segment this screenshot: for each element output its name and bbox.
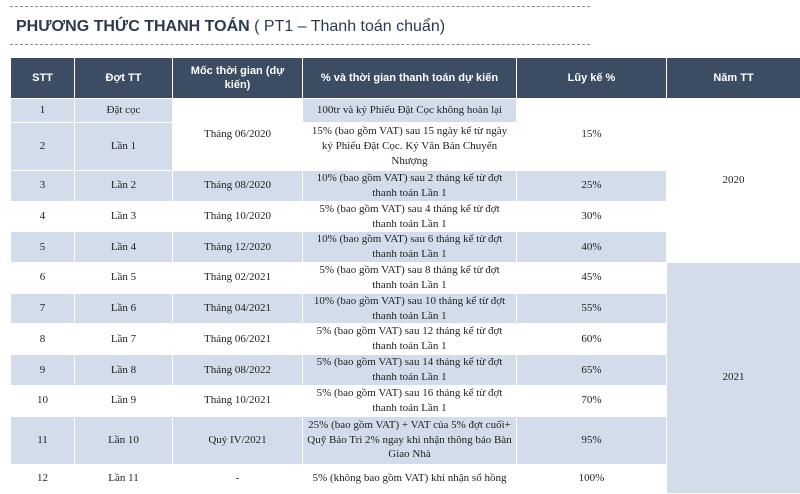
cell-stt: 2 xyxy=(11,123,75,171)
table-header-row: STT Đợt TT Mốc thời gian (dự kiến) % và … xyxy=(11,58,800,99)
header-luyke: Lũy kế % xyxy=(517,58,667,99)
cell-moc: Tháng 02/2021 xyxy=(173,263,303,294)
payment-schedule-table: STT Đợt TT Mốc thời gian (dự kiến) % và … xyxy=(10,57,800,494)
cell-pct: 10% (bao gồm VAT) sau 2 tháng kể từ đợt … xyxy=(303,171,517,202)
cell-dot: Lần 10 xyxy=(75,416,173,464)
cell-stt: 4 xyxy=(11,201,75,232)
cell-moc: Quý IV/2021 xyxy=(173,416,303,464)
cell-stt: 8 xyxy=(11,324,75,355)
cell-luyke: 70% xyxy=(517,385,667,416)
cell-dot: Lần 7 xyxy=(75,324,173,355)
cell-pct: 5% (bao gồm VAT) sau 16 tháng kể từ đợt … xyxy=(303,385,517,416)
cell-pct: 10% (bao gồm VAT) sau 10 tháng kể từ đợt… xyxy=(303,293,517,324)
cell-pct: 5% (bao gồm VAT) sau 4 tháng kể từ đợt t… xyxy=(303,201,517,232)
cell-pct: 5% (bao gồm VAT) sau 12 tháng kể từ đợt … xyxy=(303,324,517,355)
cell-moc: Tháng 04/2021 xyxy=(173,293,303,324)
cell-moc: Tháng 08/2020 xyxy=(173,171,303,202)
cell-stt: 9 xyxy=(11,355,75,386)
cell-luyke: 30% xyxy=(517,201,667,232)
cell-stt: 3 xyxy=(11,171,75,202)
cell-pct: 5% (không bao gồm VAT) khi nhận sổ hồng xyxy=(303,464,517,493)
cell-dot: Lần 2 xyxy=(75,171,173,202)
title-main: PHƯƠNG THỨC THANH TOÁN xyxy=(16,18,250,35)
cell-dot: Lần 8 xyxy=(75,355,173,386)
cell-moc: Tháng 12/2020 xyxy=(173,232,303,263)
cell-stt: 1 xyxy=(11,99,75,123)
cell-pct: 15% (bao gồm VAT) sau 15 ngày kể từ ngày… xyxy=(303,123,517,171)
cell-luyke: 25% xyxy=(517,171,667,202)
cell-moc: - xyxy=(173,464,303,493)
cell-stt: 6 xyxy=(11,263,75,294)
cell-moc: Tháng 06/2020 xyxy=(173,99,303,171)
cell-dot: Lần 6 xyxy=(75,293,173,324)
header-stt: STT xyxy=(11,58,75,99)
table-row: 6 Lần 5 Tháng 02/2021 5% (bao gồm VAT) s… xyxy=(11,263,800,294)
table-row: 1 Đặt cọc Tháng 06/2020 100tr và ký Phiế… xyxy=(11,99,800,123)
header-dot: Đợt TT xyxy=(75,58,173,99)
cell-stt: 11 xyxy=(11,416,75,464)
cell-moc: Tháng 10/2020 xyxy=(173,201,303,232)
cell-luyke: 60% xyxy=(517,324,667,355)
cell-moc: Tháng 06/2021 xyxy=(173,324,303,355)
top-divider xyxy=(10,6,590,7)
cell-luyke: 100% xyxy=(517,464,667,493)
cell-luyke: 55% xyxy=(517,293,667,324)
cell-luyke: 95% xyxy=(517,416,667,464)
cell-dot: Lần 5 xyxy=(75,263,173,294)
cell-luyke: 40% xyxy=(517,232,667,263)
cell-stt: 5 xyxy=(11,232,75,263)
cell-stt: 7 xyxy=(11,293,75,324)
cell-dot: Lần 1 xyxy=(75,123,173,171)
header-nam: Năm TT xyxy=(667,58,800,99)
cell-luyke: 15% xyxy=(517,99,667,171)
cell-pct: 25% (bao gồm VAT) + VAT của 5% đợt cuối+… xyxy=(303,416,517,464)
cell-dot: Lần 11 xyxy=(75,464,173,493)
cell-year: 2020 xyxy=(667,99,800,263)
cell-pct: 5% (bao gồm VAT) sau 14 tháng kể từ đợt … xyxy=(303,355,517,386)
cell-pct: 100tr và ký Phiếu Đặt Cọc không hoàn lại xyxy=(303,99,517,123)
cell-dot: Đặt cọc xyxy=(75,99,173,123)
cell-dot: Lần 3 xyxy=(75,201,173,232)
title-divider xyxy=(10,44,590,45)
title-sub: ( PT1 – Thanh toán chuẩn) xyxy=(250,18,445,35)
header-moc: Mốc thời gian (dự kiến) xyxy=(173,58,303,99)
cell-moc: Tháng 10/2021 xyxy=(173,385,303,416)
cell-pct: 10% (bao gồm VAT) sau 6 tháng kể từ đợt … xyxy=(303,232,517,263)
cell-dot: Lần 9 xyxy=(75,385,173,416)
cell-stt: 10 xyxy=(11,385,75,416)
cell-luyke: 45% xyxy=(517,263,667,294)
header-pct: % và thời gian thanh toán dự kiến xyxy=(303,58,517,99)
cell-stt: 12 xyxy=(11,464,75,493)
cell-luyke: 65% xyxy=(517,355,667,386)
cell-pct: 5% (bao gồm VAT) sau 8 tháng kể từ đợt t… xyxy=(303,263,517,294)
cell-moc: Tháng 08/2022 xyxy=(173,355,303,386)
page-title: PHƯƠNG THỨC THANH TOÁN ( PT1 – Thanh toá… xyxy=(16,18,445,36)
cell-dot: Lần 4 xyxy=(75,232,173,263)
cell-year: 2021 xyxy=(667,263,800,493)
